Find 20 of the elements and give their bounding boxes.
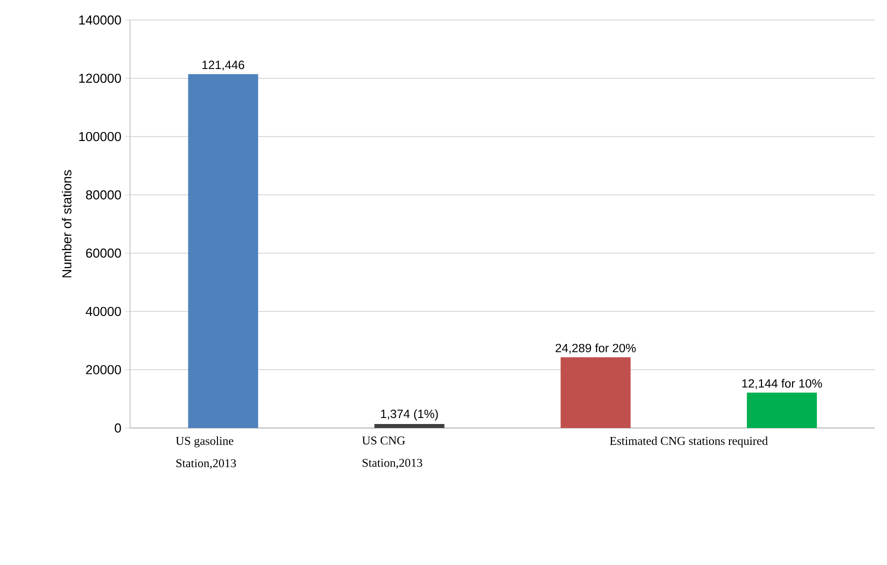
bar xyxy=(374,424,444,428)
y-tick-label: 80000 xyxy=(86,190,121,200)
bar xyxy=(188,74,258,428)
y-axis-title: Number of stations xyxy=(62,170,72,278)
y-tick-label: 20000 xyxy=(86,365,121,374)
y-tick-label: 120000 xyxy=(79,74,121,83)
bar xyxy=(746,392,817,428)
x-tick-label: US gasoline Station,2013 xyxy=(176,436,236,469)
data-label: 121,446 xyxy=(202,60,244,71)
y-tick-label: 140000 xyxy=(79,15,121,25)
data-label: 1,374 (1%) xyxy=(381,409,438,420)
y-tick-label: 60000 xyxy=(86,248,121,258)
data-label: 24,289 for 20% xyxy=(556,344,636,354)
bar xyxy=(560,357,631,428)
y-tick-label: 40000 xyxy=(86,306,121,316)
y-tick-label: 100000 xyxy=(79,132,121,142)
data-label: 12,144 for 10% xyxy=(742,378,822,390)
x-tick-label: US CNG Station,2013 xyxy=(362,436,422,469)
x-tick-label: Estimated CNG stations required xyxy=(610,436,768,448)
y-tick-label: 0 xyxy=(114,423,121,433)
